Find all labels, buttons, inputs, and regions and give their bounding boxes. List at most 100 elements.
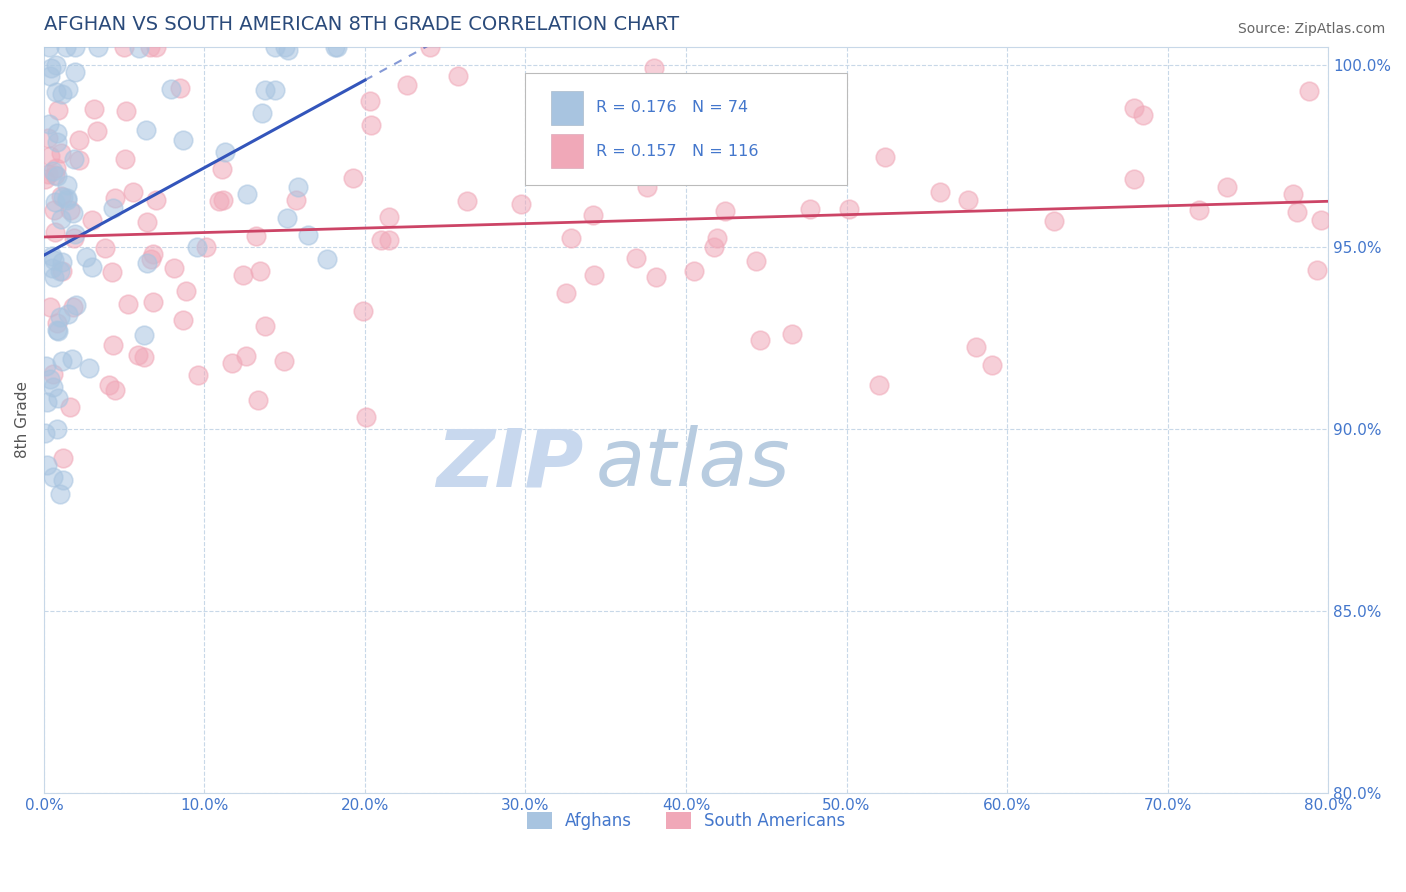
Point <box>145 194 167 208</box>
Point <box>42 470 65 484</box>
Point <box>39 70 62 84</box>
Point <box>195 239 218 253</box>
Point <box>56 307 79 321</box>
Point <box>48 486 70 500</box>
Point <box>249 264 271 278</box>
Point <box>287 180 309 194</box>
Text: Source: ZipAtlas.com: Source: ZipAtlas.com <box>1237 22 1385 37</box>
Point <box>378 233 401 247</box>
Bar <box>551 91 583 125</box>
Point <box>208 194 231 208</box>
Point <box>636 180 658 194</box>
Point <box>612 131 634 145</box>
Point <box>55 178 77 193</box>
Point <box>537 151 560 165</box>
Point <box>42 164 65 178</box>
Point <box>115 103 138 118</box>
Text: R = 0.157   N = 116: R = 0.157 N = 116 <box>596 144 759 159</box>
Point <box>1123 101 1146 115</box>
Point <box>46 103 69 117</box>
Point <box>34 425 56 440</box>
Point <box>360 119 382 133</box>
Point <box>745 254 768 268</box>
Point <box>86 124 108 138</box>
Point <box>187 368 209 383</box>
Point <box>51 264 73 278</box>
Point <box>342 170 364 185</box>
Point <box>75 250 97 264</box>
Point <box>45 57 67 71</box>
Point <box>211 193 233 207</box>
Point <box>323 39 346 54</box>
Point <box>49 188 72 202</box>
Point <box>44 203 66 218</box>
Point <box>359 94 381 108</box>
Point <box>82 213 104 227</box>
Point <box>1132 108 1154 122</box>
Point <box>39 148 62 162</box>
Point <box>957 193 980 207</box>
Point <box>232 268 254 283</box>
Point <box>39 300 62 314</box>
Point <box>136 256 159 270</box>
Point <box>354 410 377 425</box>
Point <box>135 215 157 229</box>
Point <box>35 359 58 373</box>
Point <box>456 194 478 208</box>
Point <box>142 246 165 260</box>
Point <box>139 39 162 54</box>
Point <box>103 338 125 352</box>
Point <box>254 83 277 97</box>
Point <box>112 39 135 54</box>
Point <box>55 193 77 207</box>
Text: R = 0.176   N = 74: R = 0.176 N = 74 <box>596 100 748 115</box>
Point <box>135 123 157 137</box>
Text: AFGHAN VS SOUTH AMERICAN 8TH GRADE CORRELATION CHART: AFGHAN VS SOUTH AMERICAN 8TH GRADE CORRE… <box>44 15 679 34</box>
Point <box>1310 213 1333 227</box>
Point <box>46 323 69 337</box>
Point <box>326 39 349 54</box>
Point <box>44 194 66 209</box>
Point <box>127 348 149 362</box>
Legend: Afghans, South Americans: Afghans, South Americans <box>520 805 852 837</box>
Point <box>703 240 725 254</box>
Point <box>221 356 243 370</box>
Point <box>51 87 73 101</box>
Point <box>160 81 183 95</box>
Point <box>37 168 59 182</box>
Point <box>1187 202 1209 217</box>
Point <box>1298 84 1320 98</box>
Point <box>174 284 197 298</box>
Point <box>644 269 666 284</box>
Point <box>780 327 803 342</box>
Point <box>63 152 86 166</box>
Point <box>101 265 124 279</box>
Point <box>162 261 184 276</box>
Point <box>46 126 69 140</box>
Point <box>63 39 86 54</box>
Point <box>60 351 83 366</box>
Point <box>52 473 75 487</box>
Point <box>582 208 605 222</box>
Point <box>274 39 297 54</box>
Point <box>117 297 139 311</box>
Point <box>1306 262 1329 277</box>
Point <box>49 264 72 278</box>
Point <box>62 301 84 315</box>
Point <box>41 248 63 262</box>
Point <box>67 153 90 167</box>
Point <box>49 146 72 161</box>
Point <box>214 145 236 159</box>
Point <box>128 41 150 55</box>
Point <box>38 39 60 54</box>
Point <box>1043 213 1066 227</box>
Point <box>104 192 127 206</box>
Point <box>59 400 82 414</box>
Point <box>419 39 441 54</box>
Point <box>1123 172 1146 186</box>
Point <box>45 316 67 330</box>
Point <box>55 39 77 54</box>
Point <box>211 161 233 176</box>
Point <box>980 358 1002 372</box>
Point <box>46 391 69 405</box>
